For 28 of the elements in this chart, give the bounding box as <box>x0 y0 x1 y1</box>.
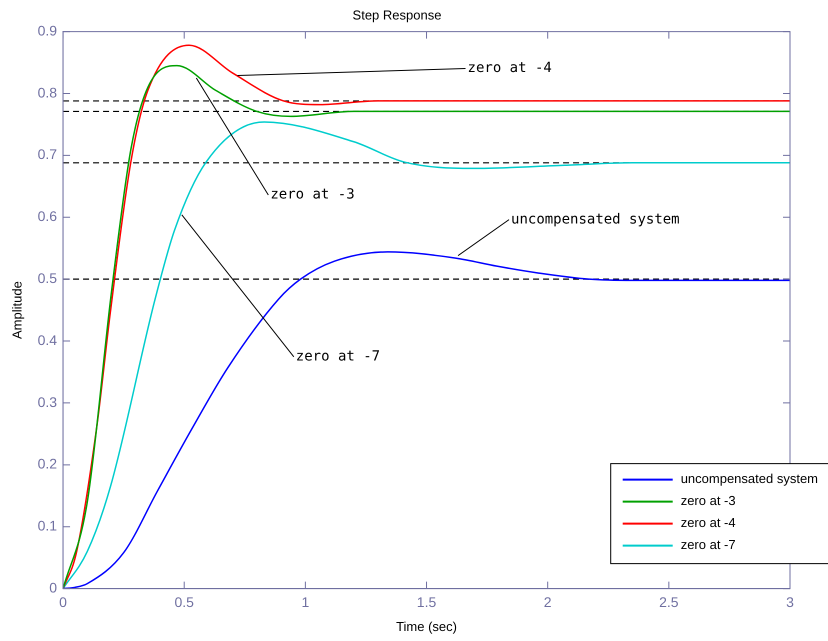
x-tick-label: 0.5 <box>174 594 194 610</box>
y-tick-label: 0.8 <box>38 84 58 100</box>
y-tick-label: 0.7 <box>38 146 58 162</box>
x-tick-label: 2.5 <box>659 594 679 610</box>
x-tick-label: 1 <box>301 594 310 610</box>
legend-label: uncompensated system <box>680 471 818 486</box>
legend-label: zero at -7 <box>680 537 736 552</box>
x-tick-label: 0 <box>59 594 68 610</box>
legend-label: zero at -4 <box>680 515 736 530</box>
x-tick-label: 3 <box>786 594 794 610</box>
x-axis-title: Time (sec) <box>396 618 457 634</box>
legend-label: zero at -3 <box>680 493 736 508</box>
annotation: uncompensated system <box>511 211 680 228</box>
annotation: zero at -4 <box>468 60 552 76</box>
y-tick-label: 0.9 <box>38 22 58 38</box>
y-tick-label: 0.5 <box>38 270 58 286</box>
y-axis-title: Amplitude <box>9 281 24 340</box>
y-tick-label: 0 <box>49 579 58 596</box>
annotation: zero at -3 <box>270 186 355 203</box>
x-tick-label: 1.5 <box>416 594 436 610</box>
x-tick-label: 2 <box>544 594 552 610</box>
chart-title: Step Response <box>352 7 442 22</box>
y-tick-label: 0.6 <box>38 208 58 224</box>
y-tick-label: 0.4 <box>38 332 58 348</box>
y-tick-label: 0.2 <box>38 456 58 472</box>
y-tick-label: 0.3 <box>38 394 58 410</box>
y-tick-label: 0.1 <box>38 518 58 534</box>
annotation: zero at -7 <box>296 348 380 364</box>
